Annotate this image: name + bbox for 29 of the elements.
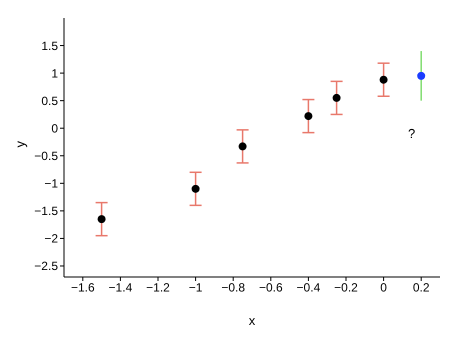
y-tick-label: 0	[51, 121, 58, 136]
point	[98, 215, 106, 224]
x-tick-label: −0.2	[334, 280, 358, 295]
x-tick-label: −0.8	[221, 280, 246, 295]
x-axis-title: x	[248, 313, 256, 328]
x-tick-label: 0.2	[412, 280, 430, 295]
x-tick-label: −1.2	[146, 280, 170, 295]
y-axis-title: y	[12, 140, 28, 148]
x-tick-label: −0.4	[296, 280, 321, 295]
x-tick-label: −1.4	[108, 280, 133, 295]
annotation: ?	[408, 126, 416, 141]
y-tick-label: −1.5	[34, 204, 58, 218]
y-tick-label: −2	[44, 232, 58, 246]
point	[417, 72, 426, 80]
y-tick-label: 1	[51, 66, 58, 80]
point	[332, 94, 341, 102]
point	[238, 142, 247, 150]
x-tick-label: −1.6	[70, 280, 95, 295]
point	[192, 184, 200, 193]
x-tick-label: 0	[380, 280, 388, 295]
y-tick-label: 0.5	[41, 94, 58, 108]
x-tick-label: −0.6	[258, 280, 283, 295]
y-tick-label: 1.5	[41, 38, 58, 53]
x-tick-label: −1	[188, 280, 203, 295]
point	[304, 112, 312, 120]
y-tick-label: −0.5	[34, 149, 58, 164]
y-tick-label: −1	[44, 176, 58, 191]
point	[380, 76, 388, 84]
y-tick-label: −2.5	[34, 259, 58, 274]
